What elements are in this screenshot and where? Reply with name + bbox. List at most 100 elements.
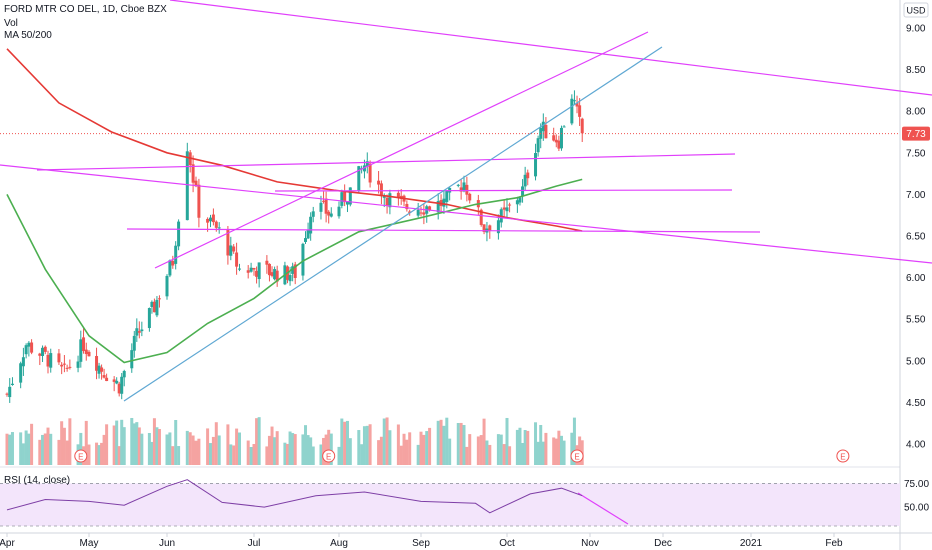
volume-bar [348,438,352,465]
volume-bar [168,432,172,465]
volume-bar [252,444,256,465]
candle-body [206,218,210,223]
channel-upper-line [154,31,649,269]
candle-body [267,263,271,276]
time-axis-label: Feb [825,538,843,549]
volume-bar [100,442,104,465]
candle-body [249,267,253,272]
earnings-marker-label: E [840,453,845,462]
volume-bar [87,444,91,465]
candle-body [502,207,506,210]
volume-bar [570,432,574,465]
volume-bar [468,434,472,465]
candle-body [329,213,333,217]
earnings-marker-label: E [574,453,579,462]
time-axis-label: Nov [581,538,599,549]
volume-bar [275,431,279,465]
volume-bar [402,433,406,465]
candle-body [21,357,25,367]
volume-bar [377,440,381,465]
volume-bar [557,430,561,465]
volume-bar [476,436,480,465]
candle-body [544,124,548,139]
candle-body [191,164,195,183]
candle-body [505,207,509,212]
candle-body [557,140,561,149]
candle-body [38,353,42,356]
volume-bar [165,434,169,465]
time-axis-label: Sep [412,538,430,549]
volume-bar [482,418,486,465]
volume-bar [425,431,429,465]
candle-body [95,355,99,371]
candle-body [405,203,409,210]
volume-bar [445,417,449,465]
candle-body [345,201,349,205]
candle-body [211,214,215,223]
candle-body [232,246,236,252]
ma50-line [6,178,583,364]
volume-bar [293,434,297,465]
candle-body [273,269,277,280]
volume-bar [197,438,201,465]
candle-body [428,206,432,211]
candle-body [137,331,141,333]
volume-bar [357,430,361,465]
candle-body [43,346,47,352]
volume-bar [343,421,347,465]
candle-body [8,386,12,398]
candle-body [41,347,45,356]
candle-body [578,105,582,117]
volume-bar [137,427,141,465]
candle-body [165,275,169,297]
time-axis-label: 2021 [740,538,763,549]
candle-body [337,206,341,217]
candle-body [293,264,297,278]
volume-bar [385,417,389,465]
volume-bar [255,418,259,465]
currency-badge [903,2,929,18]
candle-body [508,204,512,206]
volume-bar [382,418,386,465]
volume-bar [428,427,432,465]
candle-body [462,182,466,192]
time-axis-label: Aug [330,538,348,549]
volume-bar [10,432,14,465]
volume-bar [191,435,195,465]
volume-bar [340,418,344,465]
candle-body [62,363,66,365]
volume-bar [562,440,566,465]
candle-body [515,200,519,205]
volume-bar [306,435,310,465]
candle-body [105,377,109,382]
volume-bar [68,418,72,465]
candle-body [534,153,538,177]
candle-body [357,166,361,191]
candle-body [575,102,579,107]
candle-body [327,211,331,216]
volume-bar [43,433,47,465]
candle-body [572,100,576,102]
candle-body [171,260,175,266]
price-axis-label: 4.50 [906,398,926,409]
volume-bar [479,435,483,465]
volume-bar [521,442,525,465]
horizontal-line-6.55 [126,228,761,233]
volume-bar [523,430,527,465]
volume-bar [379,436,383,465]
volume-bar [49,433,53,465]
earnings-marker-icon [570,449,584,463]
candle-body [465,184,469,195]
candle-body [340,192,344,206]
earnings-marker-icon [74,449,88,463]
volume-bar [534,422,538,465]
candle-body [168,260,172,276]
candle-body [97,365,101,374]
volume-bar [552,437,556,465]
volume-bar [217,435,221,465]
volume-bar [291,433,295,465]
currency-label: USD [906,6,926,16]
candle-body [382,196,386,198]
